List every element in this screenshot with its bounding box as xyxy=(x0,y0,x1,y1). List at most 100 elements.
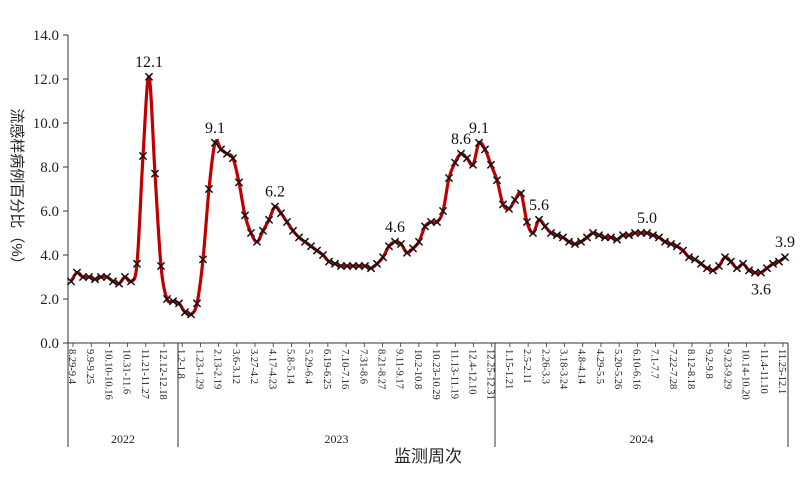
data-point xyxy=(288,226,298,235)
data-point-stroke xyxy=(318,250,328,260)
data-point-stroke xyxy=(114,279,124,288)
data-point xyxy=(474,138,484,147)
data-point-stroke xyxy=(420,222,430,231)
year-label: 2023 xyxy=(325,432,349,446)
data-point xyxy=(504,204,514,213)
data-point xyxy=(444,173,454,183)
x-tick-label: 2.26-3.3 xyxy=(539,349,550,384)
x-tick-label: 12.12-12.18 xyxy=(157,349,168,400)
x-tick-label: 9.11-9.17 xyxy=(394,349,405,389)
data-point xyxy=(228,154,238,163)
data-point xyxy=(564,237,574,246)
data-label: 4.6 xyxy=(385,219,405,236)
x-tick-label: 5.29-6.4 xyxy=(303,349,314,385)
data-point-stroke xyxy=(222,149,232,158)
data-point xyxy=(780,253,790,262)
data-point xyxy=(192,299,202,308)
x-tick-label: 3.27-4.2 xyxy=(248,349,259,384)
data-point-stroke xyxy=(756,268,766,277)
data-point xyxy=(468,160,478,169)
data-point-stroke xyxy=(570,239,580,249)
data-point xyxy=(156,261,166,271)
data-point-stroke xyxy=(690,255,700,264)
data-point xyxy=(768,259,778,268)
data-point xyxy=(450,158,460,167)
x-axis-title: 监测周次 xyxy=(394,447,462,466)
data-point xyxy=(240,211,250,220)
data-point xyxy=(606,233,616,242)
x-tick-label: 4.29-5.5 xyxy=(594,349,605,384)
data-point-stroke xyxy=(660,237,670,246)
data-point xyxy=(96,272,106,282)
y-tick-label: 6.0 xyxy=(40,204,59,220)
data-point xyxy=(186,310,196,319)
data-point-stroke xyxy=(324,257,334,266)
data-point-stroke xyxy=(396,239,406,249)
data-point-stroke xyxy=(522,217,532,227)
data-annotations: 12.19.16.24.68.69.15.65.03.63.9 xyxy=(135,54,795,299)
data-point xyxy=(654,233,664,242)
data-point xyxy=(90,275,100,284)
year-groups: 2022 2023 2024 xyxy=(67,343,789,447)
data-point-stroke xyxy=(360,261,370,271)
data-point xyxy=(132,259,142,268)
data-point xyxy=(120,272,130,282)
year-label: 2024 xyxy=(630,432,654,446)
axes xyxy=(67,35,788,344)
series-line xyxy=(69,75,786,317)
data-point xyxy=(402,248,412,257)
data-point xyxy=(336,261,346,271)
data-point-stroke xyxy=(210,138,220,147)
data-point-stroke xyxy=(696,259,706,268)
data-point-stroke xyxy=(528,228,538,238)
data-point-stroke xyxy=(72,268,82,277)
y-axis-ticks: 0.0 2.0 4.0 6.0 8.0 10.0 12.0 14.0 xyxy=(33,28,68,352)
data-point-stroke xyxy=(234,178,244,187)
data-point xyxy=(510,195,520,205)
data-point-stroke xyxy=(576,237,586,246)
data-point xyxy=(216,145,226,154)
data-point xyxy=(744,266,754,275)
data-point xyxy=(456,149,466,158)
data-point xyxy=(438,206,448,216)
x-tick-label: 11.25-12.1 xyxy=(776,349,787,394)
data-point-stroke xyxy=(276,209,286,218)
data-point xyxy=(306,242,316,251)
x-tick-label: 1.23-1.29 xyxy=(193,349,204,389)
data-point-stroke xyxy=(168,297,178,306)
data-point-stroke xyxy=(84,272,94,282)
data-point-stroke xyxy=(468,160,478,169)
data-point xyxy=(270,202,280,211)
data-point xyxy=(462,154,472,163)
x-tick-label: 10.23-10.29 xyxy=(430,349,441,400)
data-point xyxy=(282,217,292,227)
data-point-stroke xyxy=(270,202,280,211)
data-point xyxy=(126,277,136,286)
data-point xyxy=(528,228,538,238)
data-point xyxy=(264,215,274,224)
data-point-stroke xyxy=(66,277,76,286)
data-point-stroke xyxy=(414,237,424,246)
data-point xyxy=(372,259,382,268)
data-point-stroke xyxy=(378,253,388,262)
data-point xyxy=(636,228,646,238)
data-point xyxy=(672,242,682,251)
data-point xyxy=(660,237,670,246)
data-point xyxy=(558,233,568,242)
x-tick-label: 5.20-5.26 xyxy=(612,349,623,389)
x-tick-label: 8.12-8.18 xyxy=(685,349,696,389)
data-point-stroke xyxy=(516,189,526,198)
x-tick-label: 10.2-10.8 xyxy=(412,349,423,389)
data-point xyxy=(696,259,706,268)
data-point xyxy=(348,261,358,271)
series-markers xyxy=(66,72,790,319)
data-point xyxy=(162,294,172,304)
data-point-stroke xyxy=(162,294,172,304)
x-tick-label: 12.25-12.31 xyxy=(485,349,496,400)
data-point xyxy=(108,277,118,286)
data-point-stroke xyxy=(246,228,256,238)
data-point xyxy=(324,257,334,266)
x-tick-label: 11.21-11.27 xyxy=(139,349,150,399)
data-point-stroke xyxy=(678,246,688,255)
